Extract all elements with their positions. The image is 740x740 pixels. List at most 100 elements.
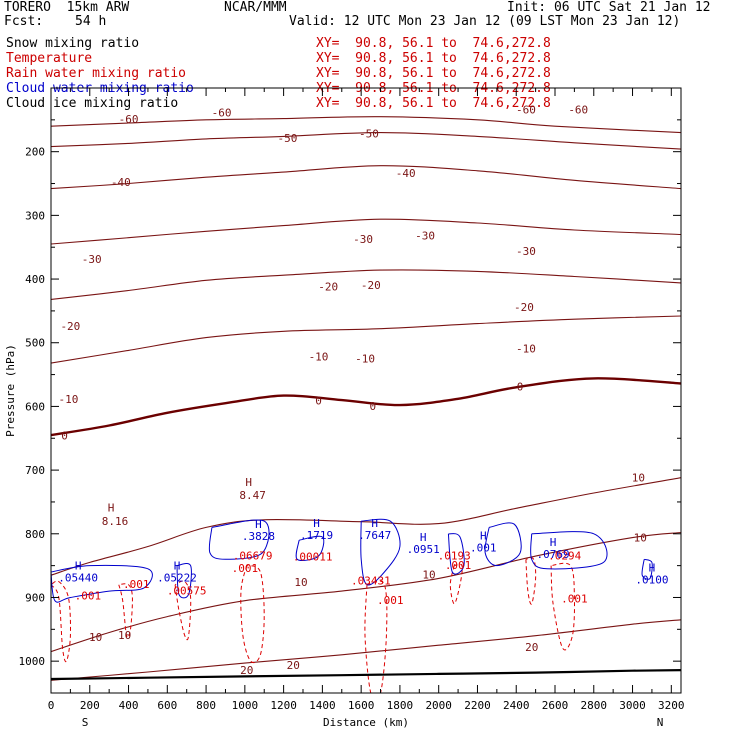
temperature-isotherm [51,315,681,364]
isotherm-label: -40 [396,167,416,180]
x-tick-label: 1600 [348,699,375,712]
isotherm-label: -60 [568,103,588,116]
x-tick-label: 2400 [503,699,530,712]
cloud-water-max-label: .0100 [635,573,668,586]
isotherm-label: 10 [634,531,647,544]
temperature-maximum-label: 8.16 [102,515,129,528]
field-name: Snow mixing ratio [6,36,140,51]
temperature-maximum-label: 8.47 [239,489,266,502]
model-title: TORERO 15km ARW [4,0,130,15]
x-tick-label: 0 [48,699,55,712]
rain-contour [550,562,575,651]
temperature-isotherm [51,218,681,245]
rain-maximum-label: .00011 [293,551,333,564]
rain-contour [525,557,537,605]
cloud-water-max-label: .0951 [407,543,440,556]
cloud-water-max-label: .7647 [358,529,391,542]
y-axis-label: Pressure (hPa) [4,344,17,437]
rain-contour [449,563,463,605]
center-label: NCAR/MMM [224,0,287,15]
isotherm-label: -30 [353,233,373,246]
field-section-coords: XY= 90.8, 56.1 to 74.6,272.8 [316,66,551,81]
isotherm-label: -20 [60,320,80,333]
x-tick-label: 1000 [232,699,259,712]
temperature-maximum-label: H [108,502,115,515]
rain-contour-label: .001 [561,593,588,606]
isotherm-label: 0 [369,400,376,413]
field-section-coords: XY= 90.8, 56.1 to 74.6,272.8 [316,51,551,66]
isotherm-label: -10 [59,393,79,406]
temperature-isotherm [51,165,681,190]
isotherm-label: 0 [517,381,524,394]
x-tick-label: 2000 [425,699,452,712]
cloud-water-contour [447,533,465,575]
y-tick-label: 1000 [19,655,46,668]
cloud-water-max-label: .1719 [300,529,333,542]
field-section-coords: XY= 90.8, 56.1 to 74.6,272.8 [316,36,551,51]
rain-contour [118,583,133,639]
cloud-water-max-label: .05222 [157,572,197,585]
y-tick-label: 300 [25,209,45,222]
cloud-water-contour [484,522,522,567]
plot-layer [51,116,681,693]
isotherm-label: -60 [119,113,139,126]
cloud-water-contour [295,535,325,561]
isotherm-label: 10 [118,629,131,642]
x-tick-label: 200 [80,699,100,712]
y-tick-label: 800 [25,528,45,541]
init-time: Init: 06 UTC Sat 21 Jan 12 [507,0,711,15]
cloud-water-max-marker: H [174,560,181,573]
cloud-water-contour [530,531,608,570]
isotherm-label: -30 [82,253,102,266]
x-tick-label: 600 [157,699,177,712]
cloud-water-max-marker: H [75,560,82,573]
y-tick-label: 600 [25,400,45,413]
rain-contour-label: .001 [75,589,102,602]
isotherm-label: -60 [516,103,536,116]
temperature-isotherm [51,531,681,653]
isotherm-label: -20 [361,279,381,292]
forecast-hours: 54 h [75,14,107,29]
temperature-isotherm [51,269,681,300]
isotherm-label: 10 [294,576,307,589]
isotherm-label: 10 [89,631,102,644]
isotherm-label: -20 [318,281,338,294]
rain-maximum-label: .06679 [233,549,273,562]
terrain-line [51,669,681,681]
x-tick-label: 2800 [581,699,608,712]
rain-contour-label: .001 [377,594,404,607]
rain-maximum-label: .03431 [351,575,391,588]
isotherm-label: -10 [355,352,375,365]
x-tick-label: 2200 [464,699,491,712]
rain-maximum-label: .0193 [438,549,471,562]
x-axis-label: Distance (km) [323,716,409,729]
y-tick-label: 700 [25,464,45,477]
north-end-label: N [657,716,664,729]
y-tick-label: 500 [25,337,45,350]
cloud-water-max-label: .3828 [242,530,275,543]
isotherm-label: -30 [415,230,435,243]
cloud-water-max-label: .05440 [58,572,98,585]
isotherm-label: -30 [516,245,536,258]
isotherm-label: 0 [61,430,68,443]
y-tick-label: 200 [25,146,45,159]
cloud-water-max-marker: H [255,518,262,531]
isotherm-label: 20 [525,641,538,654]
x-tick-label: 3000 [619,699,646,712]
cloud-water-contour [176,563,192,599]
x-tick-label: 3200 [658,699,685,712]
rain-maximum-label: .0294 [548,549,581,562]
temperature-isotherm [51,377,681,437]
x-tick-label: 1800 [387,699,414,712]
cloud-water-max-marker: H [420,531,427,544]
isotherm-label: 20 [240,664,253,677]
isotherm-label: 20 [287,659,300,672]
x-tick-label: 800 [196,699,216,712]
isotherm-label: -60 [212,107,232,120]
field-name: Rain water mixing ratio [6,66,187,81]
cloud-water-contour [51,564,153,603]
cloud-water-max-marker: H [480,530,487,543]
rain-contour-label: .00575 [167,584,207,597]
south-end-label: S [82,716,89,729]
